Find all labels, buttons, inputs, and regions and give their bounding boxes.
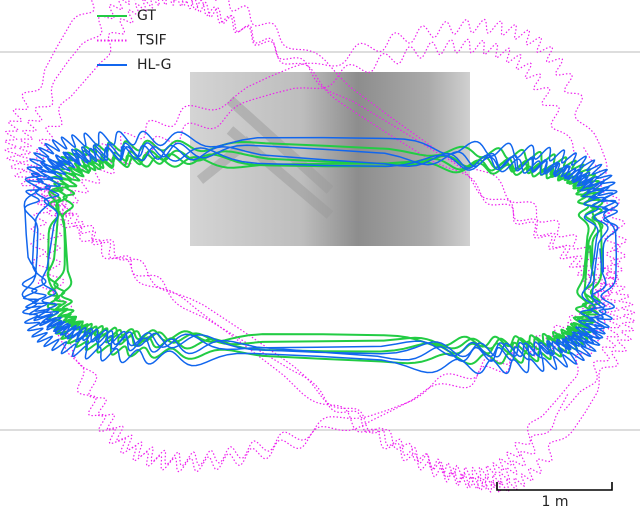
scale-bar-label: 1 m [542,494,569,510]
scale-bar-line [497,482,612,490]
scale-bar: 1 m [497,482,612,510]
legend-label: HL-G [137,57,172,73]
legend-label: GT [137,8,156,24]
legend-label: TSIF [136,33,167,49]
figure: GT TSIF HL-G 1 m [0,0,640,521]
